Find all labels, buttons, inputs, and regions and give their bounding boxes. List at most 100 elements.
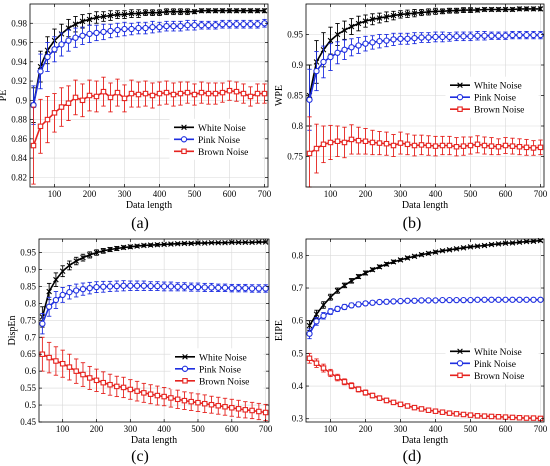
data-point — [147, 391, 154, 397]
x-tick-label: 600 — [499, 189, 513, 199]
data-point — [147, 282, 154, 290]
y-axis-label: PE — [0, 90, 9, 102]
series-brown-noise — [306, 352, 544, 422]
data-point — [439, 33, 446, 41]
data-point — [170, 91, 177, 98]
data-point — [51, 46, 58, 53]
data-point — [404, 35, 411, 42]
data-point — [369, 392, 376, 399]
data-point — [66, 262, 73, 269]
data-point — [446, 33, 453, 41]
data-point — [313, 318, 320, 325]
data-point — [100, 283, 107, 290]
data-point — [188, 283, 195, 291]
data-point — [509, 240, 516, 246]
legend-marker — [181, 365, 189, 372]
data-point — [93, 249, 100, 256]
legend-marker — [457, 82, 463, 88]
data-point — [86, 284, 93, 292]
data-point — [107, 246, 113, 253]
data-point — [170, 8, 177, 15]
data-point — [425, 297, 432, 304]
data-point — [411, 35, 418, 42]
data-point — [72, 34, 79, 41]
data-point — [262, 409, 269, 416]
data-point — [181, 240, 188, 247]
data-point — [233, 21, 240, 28]
data-point — [523, 6, 530, 12]
data-point — [411, 404, 418, 411]
data-point — [439, 142, 446, 149]
data-point — [488, 241, 495, 248]
data-point — [149, 23, 156, 31]
data-point — [313, 145, 320, 152]
series-line — [41, 241, 266, 318]
data-point — [221, 284, 229, 291]
data-point — [177, 90, 184, 97]
legend-entry: Brown Noise — [198, 148, 248, 158]
data-point — [481, 6, 488, 13]
data-point — [73, 368, 79, 374]
data-point — [226, 87, 233, 94]
y-tick-label: 0.55 — [20, 383, 36, 393]
series-pink-noise — [306, 31, 544, 131]
data-point — [254, 90, 261, 97]
data-point — [167, 283, 175, 290]
data-point — [86, 375, 93, 381]
data-point — [411, 10, 418, 16]
data-point — [418, 34, 425, 41]
data-point — [127, 244, 134, 250]
data-point — [208, 239, 215, 246]
data-point — [474, 141, 481, 148]
data-point — [334, 31, 341, 38]
data-point — [86, 92, 93, 99]
x-tick-label: 300 — [394, 424, 408, 434]
series-line — [32, 89, 265, 146]
data-point — [235, 239, 242, 246]
data-point — [120, 244, 127, 251]
data-point — [134, 388, 140, 394]
data-point — [446, 142, 453, 149]
y-tick-label: 0.8 — [292, 121, 304, 131]
legend-marker — [457, 106, 463, 112]
x-tick-label: 200 — [359, 424, 373, 434]
data-point — [355, 386, 362, 393]
data-point — [66, 364, 73, 370]
data-point — [341, 27, 348, 34]
data-point — [184, 8, 191, 15]
data-point — [233, 88, 240, 95]
data-point — [383, 397, 390, 404]
data-point — [460, 245, 467, 251]
data-point — [411, 297, 418, 304]
data-point — [320, 365, 327, 371]
data-point — [128, 10, 135, 17]
y-tick-label: 0.8 — [25, 298, 37, 308]
x-tick-label: 500 — [464, 424, 478, 434]
data-point — [93, 283, 100, 291]
data-point — [523, 296, 530, 303]
y-tick-label: 0.7 — [292, 283, 304, 293]
data-point — [453, 7, 460, 14]
data-point — [198, 89, 205, 96]
data-point — [523, 31, 530, 39]
data-point — [488, 413, 495, 420]
data-point — [120, 384, 127, 391]
legend-marker — [180, 136, 188, 143]
data-point — [93, 29, 100, 37]
data-point — [460, 7, 467, 13]
data-point — [418, 297, 425, 304]
data-point — [348, 302, 355, 309]
legend-entry: White Noise — [198, 124, 246, 134]
data-point — [537, 6, 544, 12]
legend-marker — [181, 124, 187, 131]
data-point — [362, 40, 369, 47]
data-point — [439, 409, 446, 415]
data-point — [348, 278, 355, 284]
data-point — [219, 7, 226, 14]
y-tick-label: 0.96 — [11, 38, 27, 48]
series-line — [32, 9, 265, 106]
data-point — [320, 302, 327, 308]
data-point — [195, 399, 201, 406]
y-tick-label: 0.75 — [20, 315, 36, 325]
